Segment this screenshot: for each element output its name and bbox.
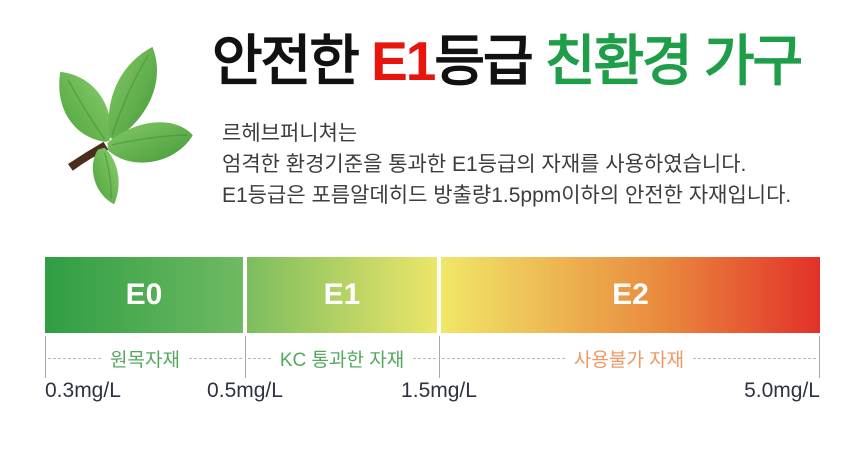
category-label-e0: 원목자재: [110, 349, 180, 371]
axis-scale-row: 0.3mg/L 0.5mg/L 1.5mg/L 5.0mg/L: [45, 379, 820, 409]
category-row-e1: KC 통과한 자재: [248, 344, 437, 372]
title-part-grade: 등급: [434, 30, 545, 92]
leaf-image: [18, 20, 214, 212]
grade-label-e2: E2: [612, 278, 649, 311]
scale-value-1: 0.5mg/L: [207, 379, 283, 402]
scale-value-3: 5.0mg/L: [744, 379, 820, 402]
category-label-e2: 사용불가 자재: [573, 349, 685, 371]
description-line-2: 엄격한 환경기준을 통과한 E1등급의 자재를 사용하였습니다.: [222, 153, 747, 176]
grade-label-e0: E0: [125, 278, 163, 311]
axis-tick-2: [439, 336, 440, 378]
grade-segment-e1: E1: [247, 257, 437, 333]
dashed-line: [413, 357, 437, 359]
leaf-icon: [18, 46, 214, 216]
grade-label-e1: E1: [323, 278, 361, 311]
page-title: 안전한 E1등급 친환경 가구: [212, 30, 852, 93]
axis-tick-3: [819, 336, 820, 378]
category-label-e1: KC 통과한 자재: [279, 349, 405, 371]
dashed-line: [248, 357, 271, 359]
category-row-e2: 사용불가 자재: [442, 344, 817, 372]
description-text: 르헤브퍼니쳐는 엄격한 환경기준을 통과한 E1등급의 자재를 사용하였습니다.…: [222, 118, 842, 211]
scale-value-0: 0.3mg/L: [45, 379, 121, 402]
title-part-eco-furniture: 친환경 가구: [544, 30, 803, 92]
scale-value-2: 1.5mg/L: [401, 379, 477, 402]
dashed-line: [693, 357, 817, 359]
grade-bar: E0 E1 E2: [45, 257, 820, 333]
grade-scale-chart: E0 E1 E2 원목자재 KC 통과한 자재 사용불가 자재: [45, 257, 820, 412]
grade-segment-e2: E2: [441, 257, 820, 333]
grade-segment-e0: E0: [45, 257, 243, 333]
dashed-line: [188, 357, 243, 359]
category-row-e0: 원목자재: [48, 344, 243, 372]
axis-tick-1: [245, 336, 246, 378]
title-part-e1: E1: [371, 30, 436, 92]
dashed-line: [48, 357, 102, 359]
description-line-1: 르헤브퍼니쳐는: [222, 122, 358, 145]
description-line-3: E1등급은 포름알데히드 방출량1.5ppm이하의 안전한 자재입니다.: [222, 184, 792, 207]
axis-tick-0: [45, 336, 46, 378]
dashed-line: [442, 357, 565, 359]
title-part-safe: 안전한: [212, 30, 372, 92]
